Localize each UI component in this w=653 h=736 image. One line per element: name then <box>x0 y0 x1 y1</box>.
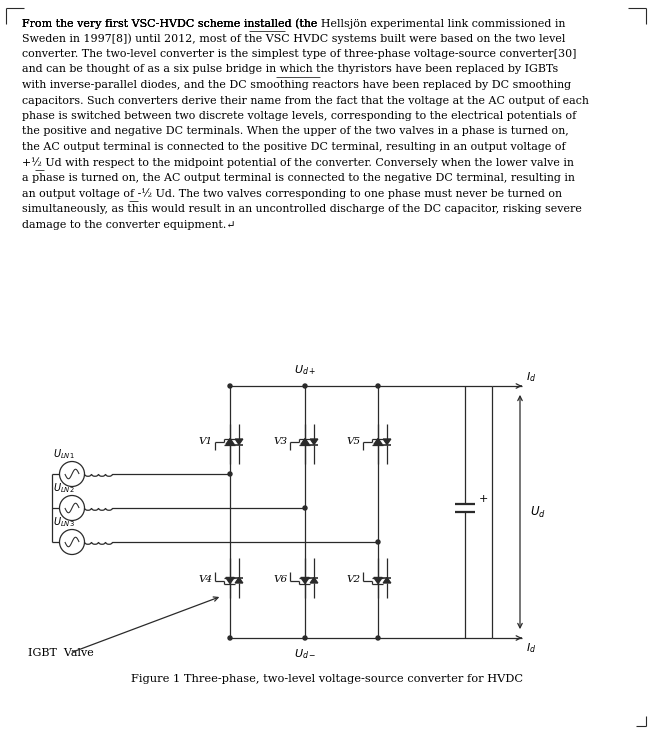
Text: $U_d$: $U_d$ <box>530 504 546 520</box>
Text: +: + <box>479 494 488 504</box>
Polygon shape <box>383 439 390 445</box>
Text: damage to the converter equipment.↵: damage to the converter equipment.↵ <box>22 219 236 230</box>
Text: Figure 1 Three-phase, two-level voltage-source converter for HVDC: Figure 1 Three-phase, two-level voltage-… <box>131 674 523 684</box>
Circle shape <box>376 384 380 388</box>
Circle shape <box>59 495 84 520</box>
Text: From the very first VSC-HVDC scheme installed (the: From the very first VSC-HVDC scheme inst… <box>22 18 321 29</box>
Text: $U_{LN2}$: $U_{LN2}$ <box>54 481 75 495</box>
Polygon shape <box>383 578 390 583</box>
Circle shape <box>59 529 84 554</box>
Polygon shape <box>374 578 382 584</box>
Text: the positive and negative DC terminals. When the upper of the two valves in a ph: the positive and negative DC terminals. … <box>22 127 569 136</box>
Text: $I_d$: $I_d$ <box>526 370 536 384</box>
Text: From the very first VSC-HVDC scheme installed (the Hellsjön experimental link co: From the very first VSC-HVDC scheme inst… <box>22 18 565 29</box>
Text: V3: V3 <box>274 437 287 447</box>
Text: V1: V1 <box>199 437 212 447</box>
Text: phase is switched between two discrete voltage levels, corresponding to the elec: phase is switched between two discrete v… <box>22 111 576 121</box>
Polygon shape <box>226 439 234 445</box>
Text: $U_{LN3}$: $U_{LN3}$ <box>54 515 75 529</box>
Circle shape <box>303 506 307 510</box>
Text: $I_d$: $I_d$ <box>526 641 536 655</box>
Text: $U_{LN1}$: $U_{LN1}$ <box>54 447 75 461</box>
Text: simultaneously, as this would result in an uncontrolled discharge of the DC capa: simultaneously, as this would result in … <box>22 204 582 214</box>
Text: an output voltage of -½ Ud. The two valves corresponding to one phase must never: an output voltage of -½ Ud. The two valv… <box>22 188 562 199</box>
Polygon shape <box>226 578 234 584</box>
Polygon shape <box>235 578 243 583</box>
Text: Sweden in 1997[8]) until 2012, most of the VSC HVDC systems built were based on : Sweden in 1997[8]) until 2012, most of t… <box>22 34 565 44</box>
Polygon shape <box>310 439 318 445</box>
Text: From the very first VSC-HVDC scheme installed (the: From the very first VSC-HVDC scheme inst… <box>22 18 321 29</box>
Text: $U_{d-}$: $U_{d-}$ <box>294 647 316 661</box>
Circle shape <box>376 540 380 544</box>
Circle shape <box>376 636 380 640</box>
Text: $U_{d+}$: $U_{d+}$ <box>294 363 316 377</box>
Circle shape <box>228 384 232 388</box>
Polygon shape <box>310 578 318 583</box>
Circle shape <box>228 472 232 476</box>
Text: a phase is turned on, the AC output terminal is connected to the negative DC ter: a phase is turned on, the AC output term… <box>22 173 575 183</box>
Circle shape <box>303 636 307 640</box>
Circle shape <box>228 636 232 640</box>
Circle shape <box>59 461 84 486</box>
Text: V5: V5 <box>346 437 360 447</box>
Text: converter. The two-level converter is the simplest type of three-phase voltage-s: converter. The two-level converter is th… <box>22 49 577 59</box>
Text: +½ Ud with respect to the midpoint potential of the converter. Conversely when t: +½ Ud with respect to the midpoint poten… <box>22 158 574 169</box>
Text: IGBT  Valve: IGBT Valve <box>28 648 94 658</box>
Polygon shape <box>235 439 243 445</box>
Polygon shape <box>374 439 382 445</box>
Text: V2: V2 <box>346 576 360 584</box>
Polygon shape <box>301 439 310 445</box>
Text: V6: V6 <box>274 576 287 584</box>
Circle shape <box>303 384 307 388</box>
Text: with inverse-parallel diodes, and the DC smoothing reactors have been replaced b: with inverse-parallel diodes, and the DC… <box>22 80 571 90</box>
Text: capacitors. Such converters derive their name from the fact that the voltage at : capacitors. Such converters derive their… <box>22 96 589 105</box>
Text: V4: V4 <box>199 576 212 584</box>
Text: and can be thought of as a six pulse bridge in which the thyristors have been re: and can be thought of as a six pulse bri… <box>22 65 558 74</box>
Text: the AC output terminal is connected to the positive DC terminal, resulting in an: the AC output terminal is connected to t… <box>22 142 565 152</box>
Polygon shape <box>301 578 310 584</box>
